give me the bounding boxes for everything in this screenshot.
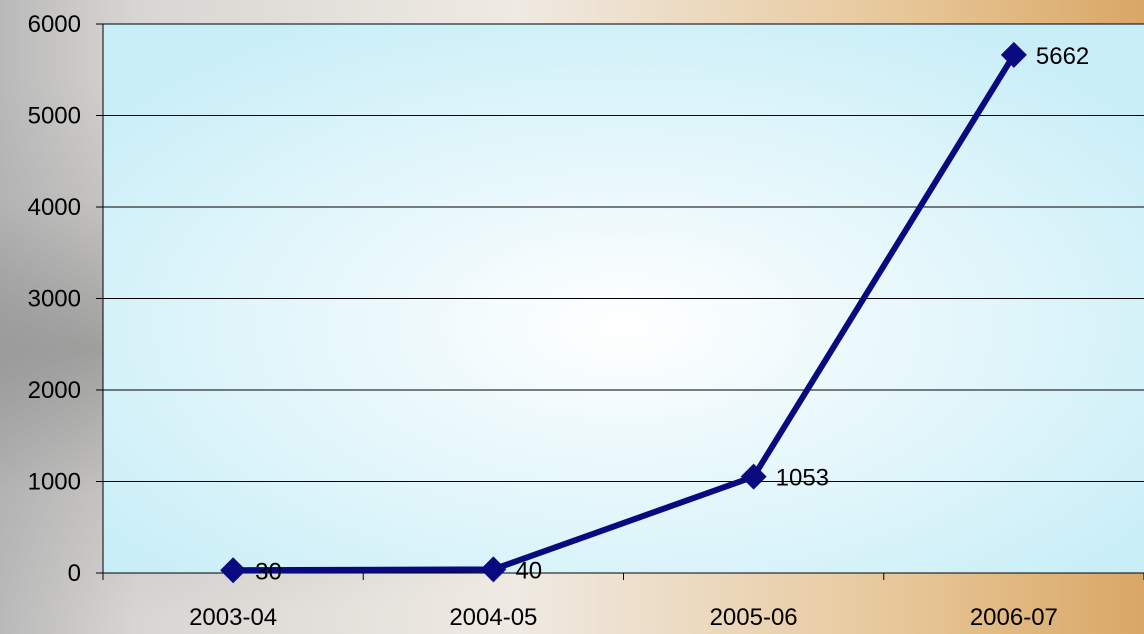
- y-tick-label: 4000: [28, 194, 81, 221]
- series-line: [230, 51, 1017, 574]
- data-point-marker: [740, 463, 767, 490]
- x-tick-label: 2005-06: [710, 604, 798, 631]
- data-point-marker: [480, 556, 507, 583]
- data-label: 40: [515, 557, 542, 584]
- x-tick-label: 2004-05: [449, 604, 537, 631]
- data-point-marker: [220, 557, 247, 584]
- y-axis-tick-labels: 0 1000 2000 3000 4000 5000 6000: [28, 11, 81, 587]
- x-axis-tick-labels: 2003-04 2004-05 2005-06 2006-07: [189, 604, 1058, 631]
- y-tick-label: 3000: [28, 286, 81, 313]
- x-tick-label: 2003-04: [189, 604, 277, 631]
- y-tick-label: 2000: [28, 377, 81, 404]
- data-label: 1053: [776, 465, 829, 492]
- data-label: 5662: [1036, 43, 1089, 70]
- y-tick-label: 1000: [28, 469, 81, 496]
- y-tick-label: 6000: [28, 11, 81, 38]
- y-tick-label: 0: [68, 560, 81, 587]
- series: [220, 41, 1027, 584]
- x-tick-label: 2006-07: [970, 604, 1058, 631]
- data-label: 30: [255, 558, 282, 585]
- gridlines: [103, 23, 1144, 482]
- y-tick-label: 5000: [28, 103, 81, 130]
- data-labels: 30 40 1053 5662: [255, 43, 1089, 585]
- data-point-marker: [1000, 41, 1027, 68]
